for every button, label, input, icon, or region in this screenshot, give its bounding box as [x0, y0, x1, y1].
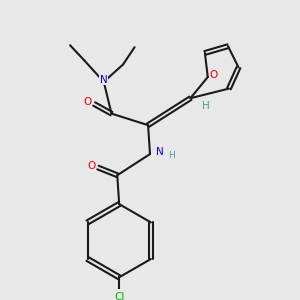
- Text: N: N: [156, 147, 164, 157]
- Text: H: H: [202, 101, 210, 111]
- Text: O: O: [87, 160, 95, 171]
- Text: O: O: [83, 97, 92, 107]
- Text: N: N: [100, 75, 108, 85]
- Text: O: O: [209, 70, 218, 80]
- Text: Cl: Cl: [114, 292, 124, 300]
- Text: H: H: [168, 152, 175, 160]
